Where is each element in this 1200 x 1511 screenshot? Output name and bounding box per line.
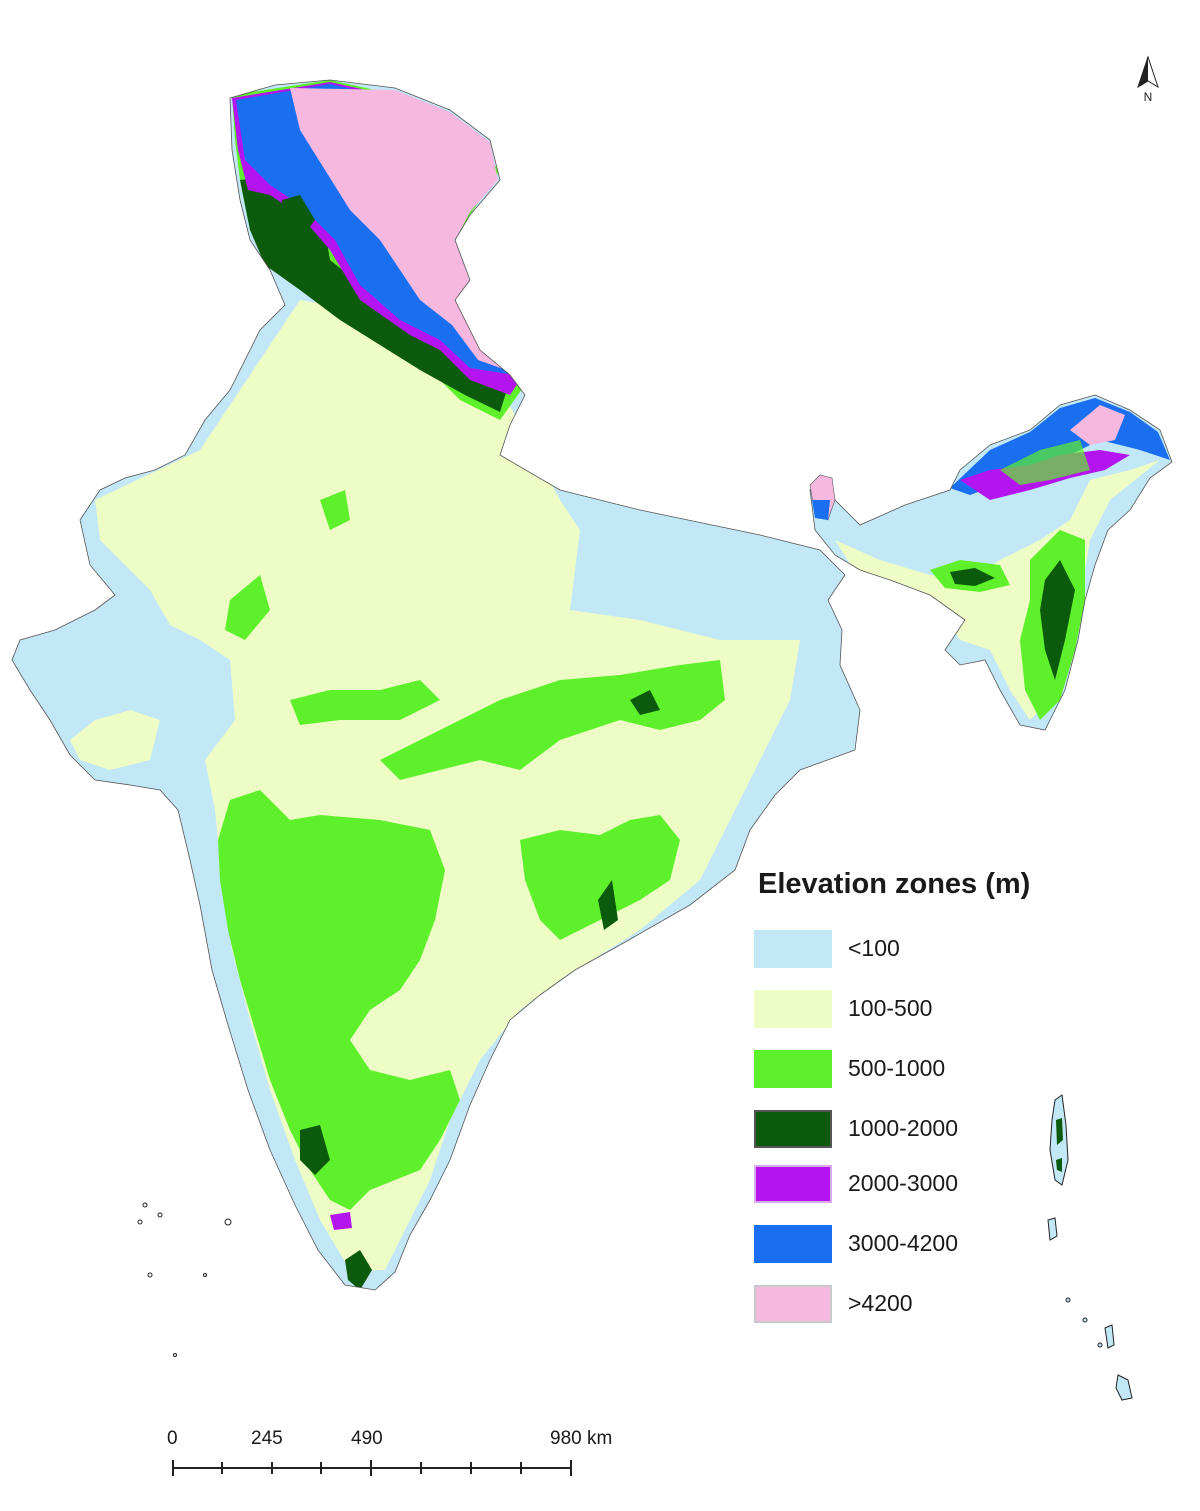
northeast-outline xyxy=(809,394,1173,731)
legend: Elevation zones (m) <100 100-500 500-100… xyxy=(752,868,1092,1323)
legend-label: >4200 xyxy=(848,1290,913,1316)
mainland-outline xyxy=(11,79,861,1291)
lakshadweep-islands xyxy=(137,1202,232,1357)
legend-label: 3000-4200 xyxy=(848,1230,958,1256)
legend-item: 100-500 xyxy=(754,990,1084,1030)
legend-swatch xyxy=(754,1225,832,1263)
legend-swatch xyxy=(754,930,832,968)
scale-label-0: 0 xyxy=(167,1428,178,1449)
legend-swatch xyxy=(754,1110,832,1148)
legend-swatch xyxy=(754,990,832,1028)
legend-label: 100-500 xyxy=(848,995,933,1021)
legend-item: 500-1000 xyxy=(754,1050,1084,1090)
scale-label-980: 980 km xyxy=(550,1428,613,1449)
legend-item: >4200 xyxy=(754,1285,1084,1325)
north-label: N xyxy=(1144,90,1153,104)
legend-label: <100 xyxy=(848,935,900,961)
legend-item: <100 xyxy=(754,930,1084,970)
northeast-elevation xyxy=(810,395,1172,730)
scale-bar: 0 245 490 980 km xyxy=(165,1428,612,1478)
legend-label: 2000-3000 xyxy=(848,1170,958,1196)
legend-label: 1000-2000 xyxy=(848,1115,958,1141)
legend-item: 3000-4200 xyxy=(754,1225,1084,1265)
scale-label-245: 245 xyxy=(251,1428,283,1449)
legend-title: Elevation zones (m) xyxy=(758,868,1031,900)
legend-swatch xyxy=(754,1285,832,1323)
legend-label: 500-1000 xyxy=(848,1055,946,1081)
andaman-islands-relief xyxy=(1056,1118,1063,1172)
legend-swatch xyxy=(754,1165,832,1203)
legend-swatch xyxy=(754,1050,832,1088)
north-arrow-icon: N xyxy=(1137,55,1159,104)
scale-label-490: 490 xyxy=(351,1428,383,1449)
scale-bar-ruler xyxy=(172,1460,572,1476)
legend-item: 1000-2000 xyxy=(754,1110,1084,1150)
legend-item: 2000-3000 xyxy=(754,1165,1084,1205)
north-arrow: N xyxy=(1130,55,1166,105)
